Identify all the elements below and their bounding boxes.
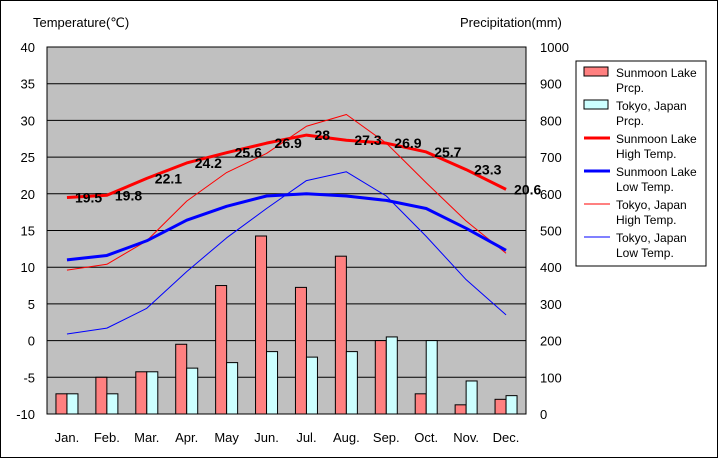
data-label-0-11: 20.6 — [514, 181, 541, 197]
data-label-0-6: 28 — [314, 127, 330, 143]
x-tick-label-10: Nov. — [453, 430, 479, 445]
right-tick-label-8: 800 — [540, 113, 562, 128]
right-tick-label-9: 900 — [540, 77, 562, 92]
left-tick-label-9: 35 — [21, 77, 35, 92]
legend-label-1-1: Prcp. — [616, 114, 644, 128]
plot-border — [46, 46, 527, 415]
bar-series1-2 — [146, 371, 159, 415]
line-series-1 — [66, 192, 507, 262]
left-axis-ticks: -10 -5 0 5 10 15 20 25 30 35 40 — [16, 40, 35, 422]
data-label-0-1: 19.8 — [115, 187, 142, 203]
x-tick-label-6: Jul. — [296, 430, 316, 445]
legend-label-5-0: Tokyo, Japan — [616, 231, 687, 245]
right-tick-label-6: 600 — [540, 187, 562, 202]
bar-series0-5 — [255, 235, 268, 415]
bar-series1-0 — [66, 393, 79, 415]
right-tick-label-3: 300 — [540, 297, 562, 312]
legend-swatch-1 — [583, 99, 609, 110]
right-tick-label-10: 1000 — [540, 40, 569, 55]
bar-series0-9 — [414, 393, 427, 415]
data-labels: 19.5 19.8 22.1 24.2 25.6 26.9 28 27.3 26.9 25.7 23… — [75, 127, 542, 205]
left-tick-label-1: -5 — [23, 370, 35, 385]
data-label-0-0: 19.5 — [75, 189, 102, 205]
legend-label-2-0: Sunmoon Lake — [616, 132, 697, 146]
bar-series0-0 — [55, 393, 68, 415]
x-tick-label-5: Jun. — [254, 430, 279, 445]
legend-label-4-0: Tokyo, Japan — [616, 198, 687, 212]
left-axis-label: Temperature(℃) — [33, 15, 129, 30]
bar-series0-1 — [95, 376, 108, 415]
right-tick-label-5: 500 — [540, 224, 562, 239]
bar-series1-5 — [266, 351, 279, 415]
legend-label-0-1: Prcp. — [616, 81, 644, 95]
left-tick-label-2: 0 — [28, 334, 35, 349]
left-tick-label-5: 15 — [21, 224, 35, 239]
bar-series1-1 — [106, 393, 119, 415]
x-tick-label-3: Apr. — [175, 430, 198, 445]
line-series — [66, 114, 507, 335]
line-series-0 — [66, 133, 507, 199]
data-label-0-8: 26.9 — [394, 135, 421, 151]
left-tick-label-6: 20 — [21, 187, 35, 202]
bar-series1-11 — [505, 395, 518, 415]
data-label-0-3: 24.2 — [195, 155, 222, 171]
x-tick-label-4: May — [214, 430, 239, 445]
x-tick-label-9: Oct. — [414, 430, 438, 445]
x-tick-label-8: Sep. — [373, 430, 400, 445]
legend-box — [575, 60, 707, 267]
left-tick-label-10: 40 — [21, 40, 35, 55]
right-tick-label-2: 200 — [540, 334, 562, 349]
data-label-0-7: 27.3 — [354, 132, 381, 148]
x-tick-label-11: Dec. — [493, 430, 520, 445]
data-label-0-9: 25.7 — [434, 144, 461, 160]
legend-label-4-1: High Temp. — [616, 213, 676, 227]
bar-series0-6 — [294, 286, 307, 415]
bar-series — [55, 235, 518, 415]
data-label-0-10: 23.3 — [474, 162, 501, 178]
legend-label-5-1: Low Temp. — [616, 246, 674, 260]
bar-series0-8 — [374, 340, 387, 415]
data-label-0-4: 25.6 — [235, 145, 262, 161]
bar-series1-8 — [385, 336, 398, 415]
bar-series1-6 — [305, 356, 318, 415]
left-tick-label-3: 5 — [28, 297, 35, 312]
bar-series1-7 — [345, 351, 358, 415]
bar-series1-9 — [425, 340, 438, 415]
x-tick-label-0: Jan. — [55, 430, 80, 445]
right-axis-label: Precipitation(mm) — [460, 15, 562, 30]
right-axis-ticks: 0 100 200 300 400 500 600 700 800 900 1000 — [540, 40, 569, 422]
left-tick-label-8: 30 — [21, 113, 35, 128]
legend-label-3-1: Low Temp. — [616, 180, 674, 194]
right-tick-label-0: 0 — [540, 407, 547, 422]
x-tick-label-2: Mar. — [134, 430, 159, 445]
bar-series0-10 — [454, 404, 467, 415]
bar-series0-2 — [135, 371, 148, 415]
bar-series1-4 — [226, 362, 239, 415]
left-tick-label-7: 25 — [21, 150, 35, 165]
bar-series0-11 — [494, 398, 507, 415]
x-tick-label-1: Feb. — [94, 430, 120, 445]
right-tick-label-1: 100 — [540, 370, 562, 385]
bar-series1-3 — [186, 367, 199, 415]
bar-series1-10 — [465, 380, 478, 415]
left-tick-label-0: -10 — [16, 407, 35, 422]
right-tick-label-4: 400 — [540, 260, 562, 275]
legend-swatch-0 — [583, 66, 609, 77]
bar-series0-7 — [334, 255, 347, 415]
bar-series0-3 — [175, 343, 188, 415]
legend-label-0-0: Sunmoon Lake — [616, 66, 697, 80]
legend-label-2-1: High Temp. — [616, 147, 676, 161]
data-label-0-2: 22.1 — [155, 170, 182, 186]
bar-series0-4 — [215, 285, 228, 415]
legend-label-3-0: Sunmoon Lake — [616, 165, 697, 179]
x-axis-ticks: Jan. Feb. Mar. Apr. May Jun. Jul. Aug. Sep. Oct. N… — [55, 430, 520, 445]
right-tick-label-7: 700 — [540, 150, 562, 165]
x-tick-label-7: Aug. — [333, 430, 360, 445]
legend-label-1-0: Tokyo, Japan — [616, 99, 687, 113]
data-label-0-5: 26.9 — [275, 135, 302, 151]
left-tick-label-4: 10 — [21, 260, 35, 275]
